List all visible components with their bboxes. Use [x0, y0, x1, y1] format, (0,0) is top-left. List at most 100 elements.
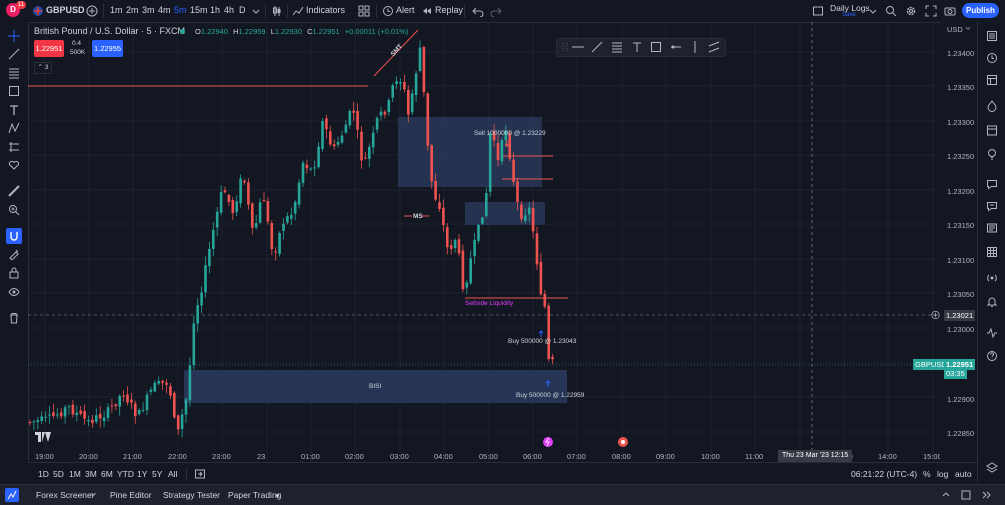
- sell-order-label[interactable]: Sell 1000000 @ 1.23229: [474, 130, 546, 137]
- tab-pine-editor[interactable]: Pine Editor: [110, 490, 152, 500]
- chevron-down-icon[interactable]: [250, 5, 262, 17]
- range-5y[interactable]: 5Y: [152, 469, 163, 479]
- screener-icon[interactable]: [986, 246, 998, 258]
- sellside-liquidity-label[interactable]: Sellside Liquidity: [465, 300, 514, 307]
- prediction-icon[interactable]: [8, 141, 20, 153]
- goto-date-icon[interactable]: [194, 468, 206, 480]
- bisi-label[interactable]: BISI: [369, 383, 382, 390]
- range-all[interactable]: All: [168, 469, 178, 479]
- heart-icon[interactable]: [8, 159, 20, 171]
- currency-label[interactable]: USD: [947, 25, 963, 34]
- tab-forex-screener[interactable]: Forex Screener: [36, 490, 95, 500]
- text-icon[interactable]: [631, 41, 643, 53]
- eye-icon[interactable]: [8, 286, 20, 298]
- alert-button[interactable]: Alert: [396, 5, 415, 15]
- publish-button[interactable]: Publish: [962, 3, 999, 18]
- interval-15m[interactable]: 15m: [190, 5, 208, 15]
- interval-1m[interactable]: 1m: [110, 5, 123, 15]
- replay-button[interactable]: Replay: [435, 5, 464, 15]
- ideas-icon[interactable]: [986, 148, 998, 160]
- clock-timezone[interactable]: 06:21:22 (UTC-4): [851, 469, 918, 479]
- layers-icon[interactable]: [986, 462, 998, 474]
- object-tree-icon[interactable]: [5, 488, 19, 502]
- range-1m[interactable]: 1M: [69, 469, 81, 479]
- range-3m[interactable]: 3M: [85, 469, 97, 479]
- layout-grid-icon[interactable]: [358, 5, 370, 17]
- maximize-panel-icon[interactable]: [960, 489, 972, 501]
- rectangle-icon[interactable]: [8, 85, 20, 97]
- trend-line-icon[interactable]: [591, 41, 603, 53]
- sell-button[interactable]: 1.22951: [34, 40, 64, 57]
- calendar-icon[interactable]: [986, 124, 998, 136]
- horizontal-line-icon[interactable]: [572, 41, 584, 53]
- alert-clock-icon[interactable]: [382, 5, 394, 17]
- news-icon[interactable]: [986, 222, 998, 234]
- trash-icon[interactable]: [8, 312, 20, 324]
- pulse-icon[interactable]: [986, 327, 998, 339]
- interval-5m[interactable]: 5m: [174, 5, 187, 15]
- crosshair-icon[interactable]: [8, 30, 20, 42]
- add-symbol-icon[interactable]: [86, 5, 98, 17]
- zoom-in-icon[interactable]: [8, 204, 20, 216]
- interval-4m[interactable]: 4m: [158, 5, 171, 15]
- indicators-button[interactable]: Indicators: [306, 5, 346, 15]
- interval-2m[interactable]: 2m: [126, 5, 139, 15]
- buy-button[interactable]: 1.22955: [92, 40, 123, 57]
- trend-line-icon[interactable]: [8, 48, 20, 60]
- hotlists-icon[interactable]: [986, 100, 998, 112]
- pattern-icon[interactable]: [8, 122, 20, 134]
- collapse-indicators[interactable]: ⌃ 3: [34, 62, 52, 74]
- range-6m[interactable]: 6M: [101, 469, 113, 479]
- fib-icon[interactable]: [611, 41, 623, 53]
- percent-toggle[interactable]: %: [923, 469, 931, 479]
- ruler-icon[interactable]: [8, 185, 20, 197]
- fib-icon[interactable]: [8, 67, 20, 79]
- horizontal-ray-icon[interactable]: [670, 41, 682, 53]
- broadcast-icon[interactable]: [986, 272, 998, 284]
- supply-zone-upper[interactable]: [398, 117, 542, 187]
- streams-icon[interactable]: [986, 200, 998, 212]
- buy-order-label[interactable]: Buy 500000 @ 1.23043: [508, 338, 577, 345]
- interval-d[interactable]: D: [239, 5, 246, 15]
- candles-chart-type-icon[interactable]: [271, 5, 283, 17]
- interval-3m[interactable]: 3m: [142, 5, 155, 15]
- quantity-value[interactable]: 500K: [70, 49, 86, 56]
- tab-paper-trading[interactable]: Paper Trading: [228, 490, 282, 500]
- ms-label[interactable]: MS: [413, 213, 423, 220]
- undo-icon[interactable]: [472, 5, 484, 17]
- add-price-alert-icon[interactable]: [931, 310, 940, 319]
- tab-strategy-tester[interactable]: Strategy Tester: [163, 490, 221, 500]
- alerts-clock-icon[interactable]: [986, 52, 998, 64]
- buy-order-label[interactable]: Buy 500000 @ 1.22959: [516, 392, 585, 399]
- bisi-zone[interactable]: [184, 370, 567, 403]
- chevron-down-icon[interactable]: [867, 5, 879, 17]
- help-icon[interactable]: [986, 350, 998, 362]
- tradingview-logo[interactable]: [35, 432, 51, 445]
- collapse-panel-icon[interactable]: [940, 489, 952, 501]
- interval-1h[interactable]: 1h: [210, 5, 221, 15]
- indicators-icon[interactable]: [292, 5, 304, 17]
- gear-icon[interactable]: [905, 5, 917, 17]
- chart-legend-title[interactable]: British Pound / U.S. Dollar · 5 · FXCM: [34, 26, 186, 36]
- range-1d[interactable]: 1D: [38, 469, 49, 479]
- watchlist-icon[interactable]: [986, 30, 998, 42]
- rectangle-icon[interactable]: [650, 41, 662, 53]
- replay-icon[interactable]: [421, 5, 433, 17]
- chats-icon[interactable]: [986, 178, 998, 190]
- vertical-line-icon[interactable]: [689, 41, 701, 53]
- notifications-icon[interactable]: [986, 296, 998, 308]
- layout-name[interactable]: Daily Logs: [830, 3, 870, 13]
- stay-drawing-icon[interactable]: [8, 248, 20, 260]
- range-5d[interactable]: 5D: [53, 469, 64, 479]
- log-toggle[interactable]: log: [937, 469, 949, 479]
- magnet-icon[interactable]: [6, 228, 22, 244]
- lock-icon[interactable]: [8, 267, 20, 279]
- data-window-icon[interactable]: [986, 74, 998, 86]
- symbol-search[interactable]: GBPUSD: [46, 5, 85, 15]
- range-ytd[interactable]: YTD: [117, 469, 134, 479]
- range-1y[interactable]: 1Y: [137, 469, 148, 479]
- price-scale[interactable]: USD 1.23400 1.23350 1.23300 1.23250 1.23…: [931, 22, 977, 462]
- chevron-down-icon[interactable]: [964, 24, 972, 32]
- fullscreen-icon[interactable]: [925, 5, 937, 17]
- more-panel-icon[interactable]: [980, 489, 992, 501]
